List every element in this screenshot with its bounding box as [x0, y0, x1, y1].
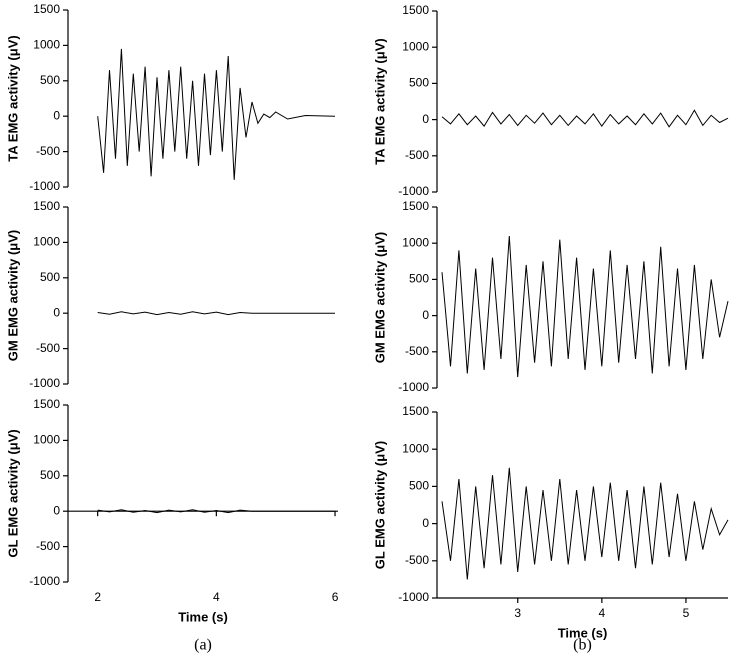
y-tick-label: 500: [409, 479, 429, 493]
emg-line: [441, 235, 729, 378]
y-axis-label: GL EMG activity (μV): [372, 441, 387, 569]
y-tick-label: 1500: [33, 2, 60, 16]
emg-line: [441, 467, 729, 580]
y-axis-label: TA EMG activity (μV): [5, 35, 20, 161]
y-tick-label: -500: [36, 144, 60, 158]
y-tick-label: 500: [40, 468, 60, 482]
y-axis-label: GM EMG activity (μV): [372, 232, 387, 363]
y-tick-label: -500: [405, 553, 429, 567]
y-tick-label: 1000: [33, 235, 60, 249]
x-tick-label: 5: [683, 606, 690, 620]
y-tick-label: 1000: [33, 38, 60, 52]
y-tick-label: -1000: [398, 184, 429, 198]
y-tick-label: -1000: [29, 574, 60, 588]
emg-line: [97, 48, 336, 180]
y-tick-label: 0: [422, 308, 429, 322]
y-tick-label: -500: [36, 341, 60, 355]
y-tick-label: 0: [422, 112, 429, 126]
panel-caption: (b): [573, 637, 592, 654]
y-axis-label: TA EMG activity (μV): [372, 38, 387, 164]
y-tick-label: 0: [53, 108, 60, 122]
y-tick-label: -1000: [29, 376, 60, 390]
y-tick-label: 0: [53, 503, 60, 517]
y-axis-label: GM EMG activity (μV): [5, 230, 20, 361]
y-tick-label: 1000: [402, 441, 429, 455]
y-tick-label: 1500: [33, 199, 60, 213]
y-tick-label: 1500: [402, 404, 429, 418]
x-tick-label: 6: [332, 590, 339, 604]
y-tick-label: 1500: [33, 397, 60, 411]
emg-line: [441, 109, 729, 128]
y-tick-label: -1000: [29, 179, 60, 193]
y-tick-label: 1000: [402, 39, 429, 53]
y-tick-label: -500: [405, 148, 429, 162]
y-tick-label: -500: [36, 539, 60, 553]
y-axis-label: GL EMG activity (μV): [5, 429, 20, 557]
y-tick-label: 1000: [33, 433, 60, 447]
y-tick-label: -1000: [398, 590, 429, 604]
x-axis-label: Time (s): [178, 609, 228, 624]
y-tick-label: 500: [40, 73, 60, 87]
y-tick-label: 500: [409, 76, 429, 90]
y-tick-label: 0: [422, 516, 429, 530]
y-tick-label: -1000: [398, 380, 429, 394]
y-tick-label: 1000: [402, 235, 429, 249]
y-tick-label: 500: [409, 272, 429, 286]
x-tick-label: 4: [599, 606, 606, 620]
x-axis-label: Time (s): [558, 625, 608, 640]
x-tick-label: 3: [514, 606, 521, 620]
y-tick-label: 1500: [402, 199, 429, 213]
panel-caption: (a): [194, 637, 212, 654]
x-tick-label: 2: [94, 590, 101, 604]
emg-line: [97, 311, 335, 316]
y-tick-label: 500: [40, 270, 60, 284]
y-tick-label: -500: [405, 344, 429, 358]
y-tick-label: 0: [53, 305, 60, 319]
x-tick-label: 4: [213, 590, 220, 604]
y-tick-label: 1500: [402, 3, 429, 17]
